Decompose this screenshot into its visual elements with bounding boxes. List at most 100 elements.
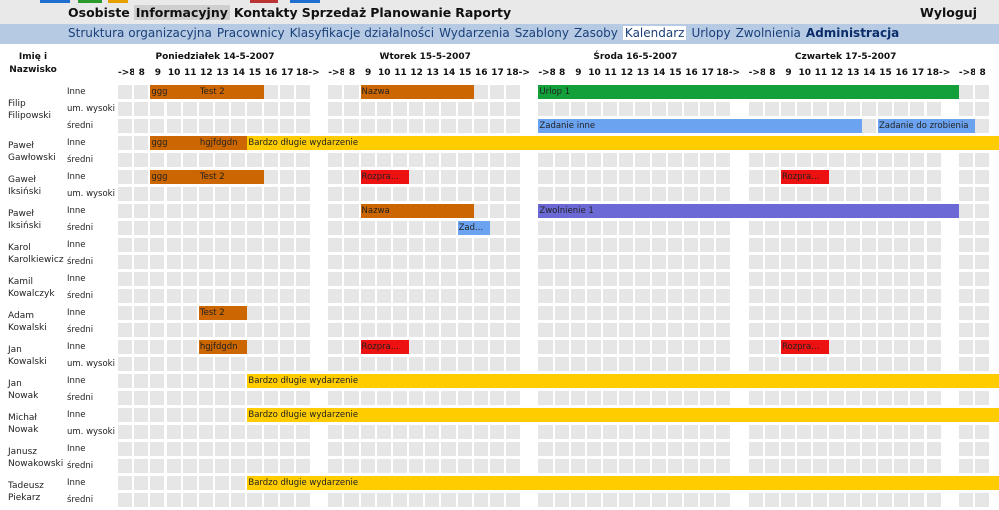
calendar-cell[interactable] — [409, 493, 424, 507]
calendar-cell[interactable] — [603, 340, 618, 354]
calendar-event[interactable]: Bardzo długie wydarzenie — [247, 476, 999, 490]
calendar-cell[interactable] — [376, 493, 391, 507]
calendar-cell[interactable] — [926, 255, 941, 269]
calendar-cell[interactable] — [926, 323, 941, 337]
main-menu-item-3[interactable]: Sprzedaż — [301, 5, 367, 20]
calendar-cell[interactable] — [295, 357, 311, 371]
calendar-cell[interactable] — [425, 459, 440, 473]
calendar-event[interactable]: Nazwa — [360, 204, 474, 218]
calendar-cell[interactable] — [279, 153, 294, 167]
calendar-cell[interactable] — [328, 425, 343, 439]
calendar-cell[interactable] — [651, 170, 666, 184]
calendar-cell[interactable] — [457, 306, 472, 320]
calendar-cell[interactable] — [150, 238, 165, 252]
calendar-cell[interactable] — [958, 204, 973, 218]
calendar-cell[interactable] — [619, 442, 634, 456]
calendar-cell[interactable] — [603, 306, 618, 320]
calendar-cell[interactable] — [441, 323, 456, 337]
sub-menu-item-8[interactable]: Zwolnienia — [735, 26, 801, 40]
calendar-cell[interactable] — [861, 255, 876, 269]
calendar-cell[interactable] — [489, 442, 505, 456]
calendar-cell[interactable] — [279, 391, 294, 405]
calendar-cell[interactable] — [586, 153, 602, 167]
calendar-cell[interactable] — [182, 391, 197, 405]
calendar-cell[interactable] — [215, 425, 230, 439]
calendar-cell[interactable] — [198, 238, 213, 252]
calendar-cell[interactable] — [958, 153, 973, 167]
calendar-cell[interactable] — [489, 119, 505, 133]
calendar-cell[interactable] — [506, 323, 521, 337]
calendar-cell[interactable] — [182, 374, 197, 388]
calendar-cell[interactable] — [683, 340, 699, 354]
calendar-cell[interactable] — [182, 289, 197, 303]
calendar-cell[interactable] — [150, 425, 165, 439]
calendar-cell[interactable] — [392, 493, 408, 507]
calendar-cell[interactable] — [150, 340, 165, 354]
calendar-cell[interactable] — [603, 102, 618, 116]
calendar-cell[interactable] — [926, 357, 941, 371]
calendar-cell[interactable] — [182, 476, 197, 490]
calendar-cell[interactable] — [279, 442, 294, 456]
calendar-cell[interactable] — [409, 170, 424, 184]
calendar-cell[interactable] — [263, 153, 278, 167]
calendar-cell[interactable] — [134, 187, 149, 201]
calendar-cell[interactable] — [263, 102, 278, 116]
calendar-cell[interactable] — [506, 340, 521, 354]
calendar-cell[interactable] — [150, 119, 165, 133]
calendar-cell[interactable] — [780, 221, 796, 235]
calendar-cell[interactable] — [489, 221, 505, 235]
calendar-cell[interactable] — [506, 425, 521, 439]
calendar-cell[interactable] — [247, 340, 262, 354]
calendar-cell[interactable] — [150, 476, 165, 490]
calendar-cell[interactable] — [716, 442, 731, 456]
calendar-cell[interactable] — [570, 187, 585, 201]
calendar-cell[interactable] — [150, 391, 165, 405]
calendar-cell[interactable] — [861, 323, 876, 337]
calendar-cell[interactable] — [716, 323, 731, 337]
calendar-cell[interactable] — [861, 187, 876, 201]
calendar-cell[interactable] — [716, 459, 731, 473]
calendar-cell[interactable] — [360, 357, 375, 371]
calendar-cell[interactable] — [667, 306, 682, 320]
calendar-cell[interactable] — [829, 493, 844, 507]
calendar-cell[interactable] — [813, 306, 828, 320]
calendar-cell[interactable] — [198, 255, 213, 269]
calendar-cell[interactable] — [861, 102, 876, 116]
calendar-cell[interactable] — [489, 204, 505, 218]
calendar-cell[interactable] — [894, 153, 909, 167]
calendar-cell[interactable] — [683, 102, 699, 116]
calendar-cell[interactable] — [764, 425, 779, 439]
calendar-cell[interactable] — [554, 493, 569, 507]
calendar-cell[interactable] — [861, 391, 876, 405]
calendar-cell[interactable] — [975, 221, 990, 235]
calendar-cell[interactable] — [894, 323, 909, 337]
calendar-cell[interactable] — [247, 425, 262, 439]
calendar-cell[interactable] — [975, 85, 990, 99]
calendar-cell[interactable] — [473, 272, 488, 286]
calendar-cell[interactable] — [716, 272, 731, 286]
calendar-cell[interactable] — [425, 391, 440, 405]
calendar-cell[interactable] — [877, 340, 893, 354]
calendar-cell[interactable] — [667, 459, 682, 473]
calendar-cell[interactable] — [489, 425, 505, 439]
calendar-cell[interactable] — [425, 170, 440, 184]
calendar-cell[interactable] — [570, 153, 585, 167]
calendar-cell[interactable] — [910, 238, 925, 252]
calendar-cell[interactable] — [538, 221, 553, 235]
calendar-cell[interactable] — [506, 442, 521, 456]
calendar-cell[interactable] — [392, 323, 408, 337]
calendar-event[interactable]: Zadanie do zrobienia — [877, 119, 975, 133]
calendar-cell[interactable] — [700, 153, 715, 167]
calendar-cell[interactable] — [506, 204, 521, 218]
calendar-cell[interactable] — [829, 340, 844, 354]
calendar-cell[interactable] — [910, 323, 925, 337]
calendar-cell[interactable] — [506, 272, 521, 286]
calendar-cell[interactable] — [570, 357, 585, 371]
calendar-cell[interactable] — [215, 255, 230, 269]
calendar-cell[interactable] — [231, 425, 246, 439]
calendar-cell[interactable] — [231, 391, 246, 405]
calendar-cell[interactable] — [861, 357, 876, 371]
calendar-cell[interactable] — [118, 238, 133, 252]
calendar-cell[interactable] — [926, 153, 941, 167]
calendar-cell[interactable] — [764, 102, 779, 116]
